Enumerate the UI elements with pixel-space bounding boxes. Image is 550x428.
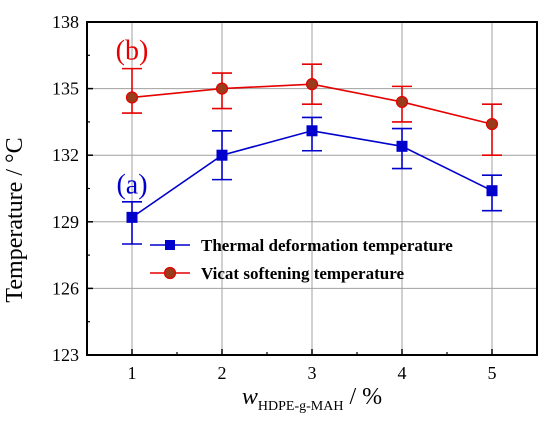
y-tick-label: 135	[52, 79, 79, 99]
legend-marker	[165, 240, 175, 250]
x-axis-title-base: w	[242, 384, 258, 410]
data-point	[126, 211, 138, 223]
legend-label: Thermal deformation temperature	[201, 236, 453, 255]
data-point	[306, 125, 318, 137]
data-point	[395, 95, 409, 109]
legend-label: Vicat softening temperature	[201, 264, 404, 283]
series-thermal-deformation: (a)	[116, 116, 502, 245]
y-axis-title: Temperature / °C	[2, 137, 28, 302]
legend: Thermal deformation temperature Vicat sof…	[150, 236, 453, 283]
legend-item: Thermal deformation temperature	[150, 236, 453, 255]
data-point	[216, 149, 228, 161]
x-axis-title: wHDPE-g-MAH / %	[242, 384, 382, 414]
y-tick-label: 123	[52, 345, 79, 365]
data-point	[485, 118, 499, 131]
x-axis-title-suffix: / %	[343, 384, 382, 410]
x-tick-label: 3	[308, 363, 317, 383]
series-layer: (a) (b)	[116, 35, 502, 245]
data-point	[305, 78, 319, 91]
data-point	[486, 185, 498, 197]
legend-marker	[163, 266, 177, 280]
x-tick-label: 5	[488, 363, 497, 383]
y-tick-label: 129	[52, 212, 79, 232]
data-point	[396, 140, 408, 152]
data-point	[215, 82, 229, 95]
y-tick-label: 138	[52, 12, 79, 32]
x-axis-title-subscript: HDPE-g-MAH	[258, 399, 344, 414]
curve-label: (b)	[116, 35, 149, 66]
y-tick-label: 132	[52, 145, 79, 165]
y-tick-label: 126	[52, 278, 79, 298]
curve-label: (a)	[116, 169, 147, 200]
data-point	[125, 91, 139, 104]
series-vicat-softening: (b)	[116, 35, 502, 156]
x-tick-label: 2	[218, 363, 227, 383]
x-tick-label: 4	[398, 363, 407, 383]
x-tick-label: 1	[128, 363, 137, 383]
legend-item: Vicat softening temperature	[150, 264, 404, 283]
